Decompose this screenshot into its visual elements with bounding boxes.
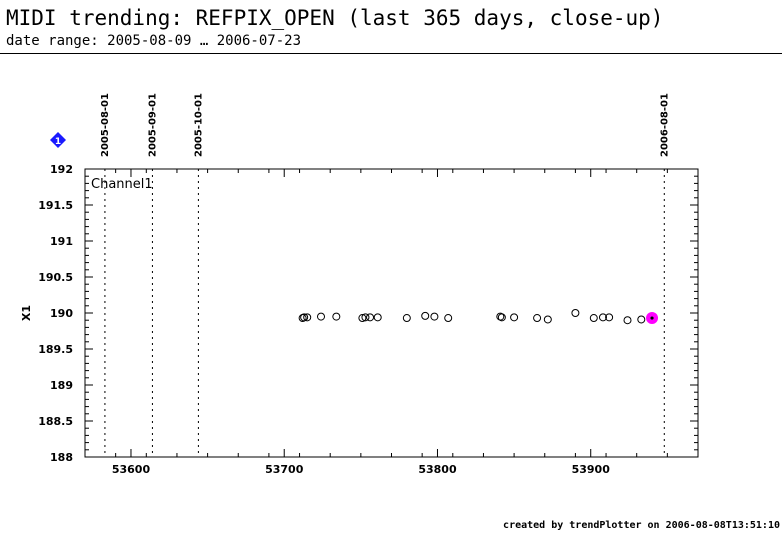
data-point (543, 315, 552, 324)
data-point (510, 313, 519, 322)
badge-label: 1 (55, 137, 61, 147)
data-point (366, 313, 375, 322)
data-point (303, 313, 312, 322)
x-tick-label: 53900 (572, 463, 611, 476)
data-point (421, 311, 430, 320)
y-tick-label: 189.5 (38, 343, 73, 356)
data-point (497, 313, 506, 322)
y-tick-label: 190 (50, 307, 73, 320)
diamond-badge-icon: 1 (50, 132, 66, 148)
y-tick-label: 191 (50, 235, 73, 248)
data-point (430, 312, 439, 321)
x-tick-label: 53800 (418, 463, 457, 476)
y-tick-label: 188 (50, 451, 73, 464)
data-point (637, 315, 646, 324)
date-marker-label: 2006-08-01 (659, 93, 670, 157)
data-point (402, 314, 411, 323)
data-point (373, 313, 382, 322)
data-point (358, 314, 367, 323)
y-tick-label: 190.5 (38, 271, 73, 284)
diamond-icon (50, 132, 66, 148)
data-point (361, 313, 370, 322)
data-point (605, 313, 614, 322)
y-axis-label: X1 (20, 305, 33, 321)
panel-label: Channel1 (91, 177, 153, 192)
data-point (598, 313, 607, 322)
y-tick-label: 191.5 (38, 199, 73, 212)
data-point (332, 312, 341, 321)
data-point (533, 314, 542, 323)
credit-footer: created by trendPlotter on 2006-08-08T13… (503, 520, 780, 531)
data-point (623, 316, 632, 325)
date-marker-label: 2005-08-01 (100, 93, 111, 157)
date-marker-label: 2005-09-01 (147, 93, 158, 157)
y-tick-label: 188.5 (38, 415, 73, 428)
y-tick-label: 192 (50, 163, 73, 176)
title-divider (0, 53, 782, 54)
x-tick-label: 53700 (265, 463, 304, 476)
data-point (444, 314, 453, 323)
data-point (589, 314, 598, 323)
plot-area (84, 168, 699, 458)
page-title: MIDI trending: REFPIX_OPEN (last 365 day… (6, 6, 664, 30)
y-tick-label: 189 (50, 379, 73, 392)
date-marker-label: 2005-10-01 (193, 93, 204, 157)
data-point (317, 312, 326, 321)
data-point (300, 313, 309, 322)
date-range-subtitle: date range: 2005-08-09 … 2006-07-23 (6, 33, 302, 49)
x-tick-label: 53600 (112, 463, 151, 476)
highlight-point-center (650, 316, 654, 320)
data-point (571, 309, 580, 317)
